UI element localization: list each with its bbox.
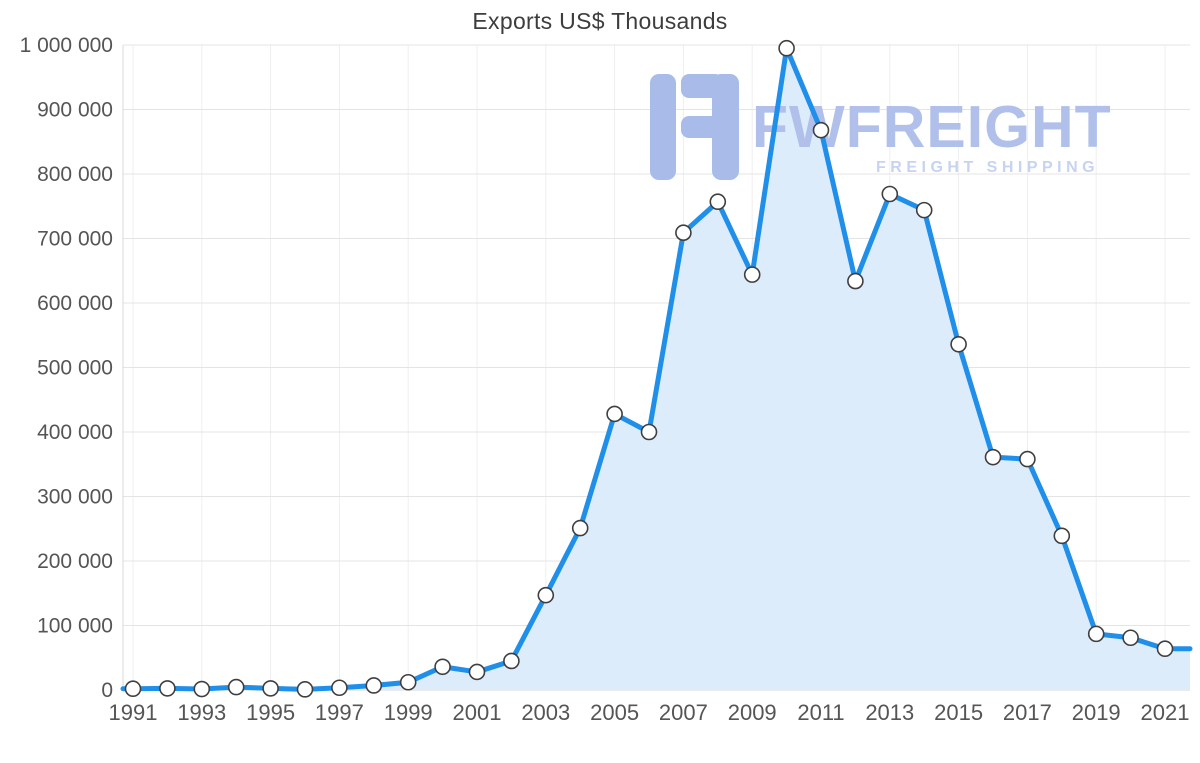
x-axis-label: 2021 <box>1141 700 1190 725</box>
data-point-marker[interactable] <box>1019 450 1036 468</box>
y-axis-label: 300 000 <box>37 486 113 509</box>
watermark-tagline-text: FREIGHT SHIPPING <box>876 159 1099 176</box>
watermark-brand-text: FWFREIGHT <box>752 94 1112 160</box>
watermark-logo-icon <box>712 74 739 180</box>
data-point-marker[interactable] <box>984 448 1002 466</box>
data-point-marker[interactable] <box>227 678 245 696</box>
x-axis-label: 2015 <box>934 700 983 725</box>
data-point-marker[interactable] <box>881 185 899 203</box>
data-point-marker[interactable] <box>640 423 658 441</box>
data-point-marker[interactable] <box>262 680 279 697</box>
chart-title: Exports US$ Thousands <box>472 8 728 34</box>
data-point-marker[interactable] <box>1122 629 1139 647</box>
x-axis-label: 1993 <box>177 700 226 725</box>
data-point-marker[interactable] <box>296 681 314 698</box>
data-point-marker[interactable] <box>503 652 520 670</box>
data-point-marker[interactable] <box>468 663 486 681</box>
data-point-marker[interactable] <box>743 266 761 283</box>
y-axis-label: 200 000 <box>37 550 113 573</box>
data-point-marker[interactable] <box>778 39 795 57</box>
data-point-marker[interactable] <box>915 201 933 219</box>
x-axis-label: 2013 <box>865 700 914 725</box>
data-point-marker[interactable] <box>709 193 727 211</box>
data-point-marker[interactable] <box>571 519 589 537</box>
y-axis-label: 1 000 000 <box>20 34 113 57</box>
data-point-marker[interactable] <box>1087 625 1105 643</box>
watermark-logo-icon <box>681 116 723 138</box>
watermark-logo-icon <box>650 74 676 180</box>
data-point-marker[interactable] <box>537 586 555 604</box>
data-point-marker[interactable] <box>812 121 830 139</box>
data-point-marker[interactable] <box>950 335 967 353</box>
y-axis-label: 900 000 <box>37 99 113 122</box>
data-point-marker[interactable] <box>399 673 417 691</box>
y-axis-label: 100 000 <box>37 615 113 638</box>
data-point-marker[interactable] <box>1156 640 1174 658</box>
y-axis-label: 600 000 <box>37 292 113 315</box>
data-point-marker[interactable] <box>1053 527 1071 545</box>
x-axis-label: 2009 <box>728 700 777 725</box>
data-point-marker[interactable] <box>434 658 451 676</box>
x-axis-label: 2005 <box>590 700 639 725</box>
data-point-marker[interactable] <box>124 680 142 698</box>
x-axis-label: 2003 <box>521 700 570 725</box>
y-axis-label: 800 000 <box>37 163 113 186</box>
data-point-marker[interactable] <box>365 677 383 694</box>
data-point-marker[interactable] <box>331 679 348 697</box>
data-point-marker[interactable] <box>675 224 692 241</box>
watermark-logo-icon <box>681 74 723 98</box>
y-axis-label: 400 000 <box>37 421 113 444</box>
x-axis-label: 1999 <box>384 700 433 725</box>
x-axis-label: 1995 <box>246 700 295 725</box>
data-point-marker[interactable] <box>193 680 211 698</box>
x-axis-label: 2001 <box>453 700 502 725</box>
x-axis-label: 2011 <box>797 700 844 725</box>
y-axis-label: 500 000 <box>37 357 113 380</box>
y-axis-label: 0 <box>101 679 113 702</box>
x-axis-label: 2007 <box>659 700 708 725</box>
data-point-marker[interactable] <box>847 272 864 290</box>
x-axis-label: 1997 <box>315 700 364 725</box>
x-axis-label: 2017 <box>1003 700 1052 725</box>
series-area-fill <box>123 48 1190 691</box>
y-axis-label: 700 000 <box>37 228 113 251</box>
x-axis-label: 2019 <box>1072 700 1121 725</box>
data-point-marker[interactable] <box>606 405 623 423</box>
x-axis-label: 1991 <box>109 700 158 725</box>
data-point-marker[interactable] <box>159 680 176 697</box>
